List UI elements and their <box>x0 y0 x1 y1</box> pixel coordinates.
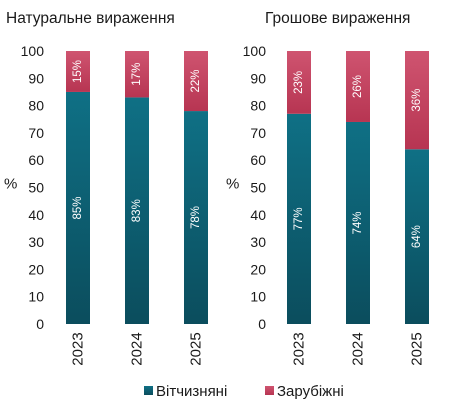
bar-domestic-2025 <box>184 111 208 324</box>
bar-data-label: 26% <box>352 75 364 98</box>
legend-label-foreign: Зарубіжні <box>277 383 344 400</box>
bar-foreign-2025 <box>405 51 429 150</box>
y-tick-label: 80 <box>250 98 266 114</box>
y-tick-label: 40 <box>28 207 44 223</box>
y-tick-label: 90 <box>250 70 266 86</box>
x-category-label: 2024 <box>350 332 367 365</box>
bar-foreign-2023 <box>66 51 90 92</box>
x-category-label: 2023 <box>70 332 87 365</box>
y-tick-label: 30 <box>28 234 44 250</box>
chart-title: Натуральне вираження <box>6 10 175 27</box>
legend-swatch-domestic <box>144 386 153 395</box>
y-tick-label: 50 <box>28 180 44 196</box>
y-tick-label: 60 <box>28 152 44 168</box>
y-tick-label: 60 <box>250 152 266 168</box>
bar-data-label: 77% <box>293 207 305 230</box>
y-tick-label: 40 <box>250 207 266 223</box>
x-category-label: 2025 <box>188 332 205 365</box>
bar-domestic-2023 <box>66 91 90 324</box>
y-tick-label: 70 <box>28 125 44 141</box>
y-axis-label: % <box>226 176 239 193</box>
bar-foreign-2023 <box>287 51 311 114</box>
bar-data-label: 22% <box>190 70 202 93</box>
legend: Вітчизняні Зарубіжні <box>144 383 344 400</box>
y-axis-label: % <box>4 176 17 193</box>
bar-foreign-2024 <box>346 51 370 122</box>
bar-data-label: 17% <box>131 63 143 86</box>
y-tick-label: 20 <box>250 261 266 277</box>
y-tick-label: 10 <box>250 289 266 305</box>
bar-data-label: 78% <box>190 206 202 229</box>
y-tick-label: 20 <box>28 261 44 277</box>
bar-data-label: 36% <box>411 89 423 112</box>
bar-domestic-2023 <box>287 113 311 324</box>
chart-panel-1: Натуральне вираження 0 10 20 30 40 50 60 70 80 90 1… <box>4 10 208 366</box>
y-tick-label: 90 <box>28 70 44 86</box>
y-tick-label: 30 <box>250 234 266 250</box>
y-tick-label: 100 <box>21 43 45 59</box>
bar-domestic-2025 <box>405 149 429 324</box>
y-tick-label: 0 <box>258 316 266 332</box>
y-tick-label: 70 <box>250 125 266 141</box>
y-tick-label: 10 <box>28 289 44 305</box>
bar-data-label: 64% <box>411 225 423 248</box>
x-category-label: 2023 <box>291 332 308 365</box>
bar-data-label: 74% <box>352 211 364 234</box>
bar-foreign-2025 <box>184 51 208 112</box>
bar-domestic-2024 <box>346 121 370 324</box>
y-tick-label: 100 <box>243 43 267 59</box>
x-category-label: 2025 <box>409 332 426 365</box>
bar-data-label: 83% <box>131 199 143 222</box>
chart-title: Грошове вираження <box>265 10 410 27</box>
bar-data-label: 23% <box>293 71 305 94</box>
y-tick-label: 0 <box>36 316 44 332</box>
bar-data-label: 85% <box>72 196 84 219</box>
x-category-label: 2024 <box>129 332 146 365</box>
chart-panel-2: Грошове вираження 0 10 20 30 40 50 60 70 80 90 100%… <box>226 10 429 366</box>
bar-data-label: 15% <box>72 60 84 83</box>
bar-foreign-2024 <box>125 51 149 98</box>
legend-swatch-foreign <box>265 386 274 395</box>
y-tick-label: 80 <box>28 98 44 114</box>
y-tick-label: 50 <box>250 180 266 196</box>
legend-label-domestic: Вітчизняні <box>156 383 227 400</box>
bar-domestic-2024 <box>125 97 149 324</box>
